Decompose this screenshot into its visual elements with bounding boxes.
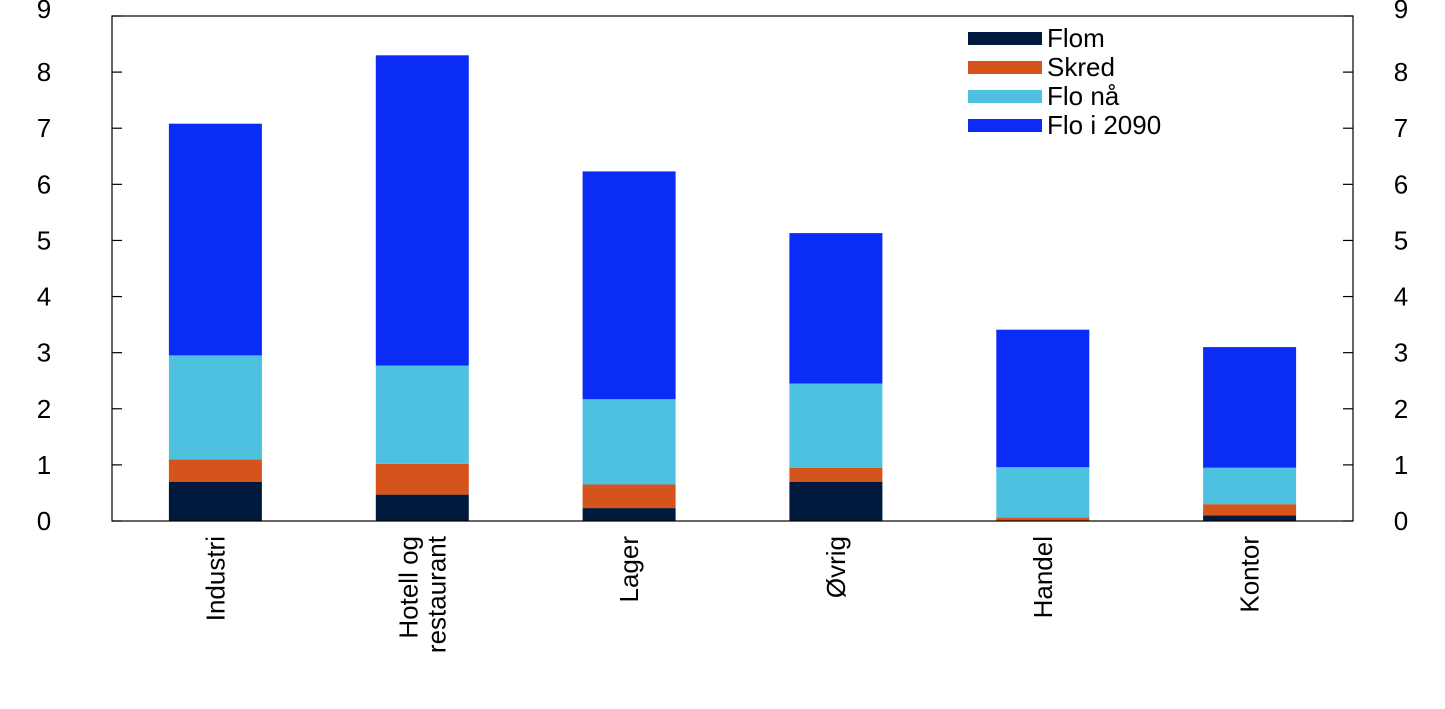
- left-tick-label: 2: [37, 394, 51, 424]
- right-tick-label: 7: [1394, 113, 1408, 143]
- left-tick-label: 6: [37, 169, 51, 199]
- left-tick-label: 9: [37, 0, 51, 24]
- category-label: restaurant: [421, 535, 451, 653]
- left-tick-label: 8: [37, 57, 51, 87]
- bar-0-series-0: [168, 481, 262, 521]
- bar-0-series-2: [168, 355, 262, 460]
- bar-0-series-1: [168, 459, 262, 482]
- bar-2-series-3: [582, 171, 676, 400]
- right-tick-label: 8: [1394, 57, 1408, 87]
- left-tick-label: 5: [37, 225, 51, 255]
- bar-0-series-3: [168, 123, 262, 356]
- bar-2-series-0: [582, 508, 676, 521]
- left-tick-label: 7: [37, 113, 51, 143]
- left-tick-label: 3: [37, 338, 51, 368]
- category-label: Hotell og: [393, 536, 423, 639]
- axes-layer: 0 0 1 1 2 2 3 3 4 4 5 5 6 6 7 7 8 8 9 9: [37, 0, 1408, 536]
- legend-label: Flo i 2090: [1047, 110, 1161, 140]
- right-tick-label: 5: [1394, 225, 1408, 255]
- bar-5-series-1: [1203, 504, 1297, 516]
- left-tick-label: 4: [37, 282, 51, 312]
- bar-1-series-1: [375, 463, 469, 495]
- bar-4-series-3: [996, 329, 1090, 468]
- legend-swatch: [968, 61, 1042, 74]
- bar-3-series-2: [789, 383, 883, 468]
- category-label: Handel: [1028, 536, 1058, 618]
- bar-4-series-2: [996, 467, 1090, 518]
- bar-2-series-1: [582, 484, 676, 509]
- legend-label: Skred: [1047, 52, 1115, 82]
- category-label: Øvrig: [821, 536, 851, 598]
- left-tick-label: 1: [37, 450, 51, 480]
- bar-3-series-1: [789, 467, 883, 482]
- bar-2-series-2: [582, 399, 676, 485]
- bar-1-series-0: [375, 494, 469, 521]
- bar-3-series-0: [789, 481, 883, 521]
- legend-label: Flom: [1047, 23, 1105, 53]
- right-tick-label: 3: [1394, 338, 1408, 368]
- bar-5-series-0: [1203, 515, 1297, 521]
- right-tick-label: 4: [1394, 282, 1408, 312]
- right-tick-label: 9: [1394, 0, 1408, 24]
- legend-label: Flo nå: [1047, 81, 1120, 111]
- legend-swatch: [968, 119, 1042, 132]
- legend-swatch: [968, 90, 1042, 103]
- right-tick-label: 2: [1394, 394, 1408, 424]
- left-tick-label: 0: [37, 506, 51, 536]
- right-tick-label: 6: [1394, 169, 1408, 199]
- bar-3-series-3: [789, 233, 883, 384]
- category-label: Industri: [200, 536, 230, 621]
- bar-5-series-3: [1203, 347, 1297, 468]
- right-tick-label: 1: [1394, 450, 1408, 480]
- bar-1-series-3: [375, 55, 469, 366]
- plot-frame: [111, 15, 1354, 522]
- legend-swatch: [968, 32, 1042, 45]
- bar-5-series-2: [1203, 467, 1297, 505]
- category-label: Lager: [614, 536, 644, 603]
- right-tick-label: 0: [1394, 506, 1408, 536]
- bar-4-series-1: [996, 517, 1090, 521]
- bar-1-series-2: [375, 365, 469, 464]
- bars-layer: [168, 55, 1297, 521]
- category-label: Kontor: [1235, 536, 1265, 613]
